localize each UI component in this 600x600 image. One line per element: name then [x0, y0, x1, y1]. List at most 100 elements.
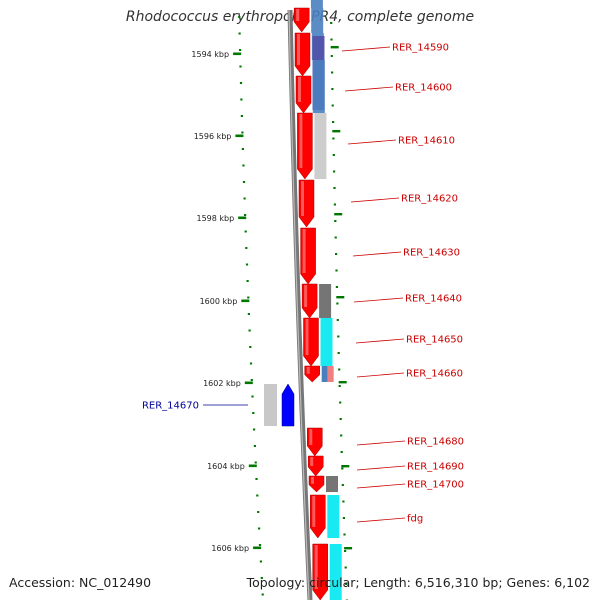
scale-minor-tick: [249, 362, 253, 365]
scale-minor-tick: [255, 478, 258, 480]
cog-category-block: [321, 366, 328, 382]
gene-label[interactable]: RER_14670: [142, 401, 199, 412]
gene-label[interactable]: RER_14630: [403, 248, 460, 259]
gene-label[interactable]: RER_14690: [407, 462, 464, 473]
gene-label-leader-line: [353, 297, 404, 303]
scale-major-tick: [235, 134, 244, 138]
gene-label[interactable]: RER_14680: [407, 437, 464, 448]
gene-label-leader-line: [356, 517, 406, 523]
scale-minor-tick: [238, 16, 241, 18]
scale-minor-tick: [336, 319, 339, 321]
scale-minor-tick: [334, 220, 337, 222]
scale-minor-tick: [248, 329, 251, 332]
scale-minor-tick: [259, 560, 262, 563]
scale-major-tick: [336, 296, 345, 299]
scale-tick-label: 1598 kbp: [196, 214, 234, 223]
scale-major-tick: [330, 46, 339, 49]
scale-major-tick: [241, 299, 250, 303]
cog-category-block: [327, 495, 340, 538]
gene-label-leader-line: [356, 440, 406, 446]
gene-label[interactable]: RER_14640: [405, 294, 462, 305]
forward-cds-arrow[interactable]: [310, 494, 326, 539]
forward-cds-arrow[interactable]: [304, 365, 320, 383]
forward-cds-arrow[interactable]: [301, 283, 318, 319]
forward-cds-arrow[interactable]: [303, 317, 319, 367]
scale-minor-tick: [245, 263, 249, 266]
scale-tick-label: 1596 kbp: [194, 132, 232, 141]
scale-minor-tick: [341, 467, 344, 470]
reverse-cds-arrow[interactable]: [281, 383, 295, 427]
scale-major-tick: [344, 547, 353, 550]
scale-minor-tick: [330, 38, 333, 41]
cog-category-block: [327, 366, 334, 382]
cds-highlight: [309, 429, 313, 445]
forward-cds-arrow[interactable]: [312, 543, 328, 600]
scale-major-tick: [338, 381, 347, 384]
scale-minor-tick: [340, 434, 343, 437]
scale-minor-tick: [257, 511, 260, 513]
scale-minor-tick: [345, 583, 348, 585]
gene-label[interactable]: RER_14700: [407, 480, 464, 491]
gene-label[interactable]: fdg: [407, 514, 423, 525]
scale-minor-tick: [335, 253, 338, 255]
forward-cds-arrow[interactable]: [307, 455, 324, 477]
forward-cds-arrow[interactable]: [300, 227, 316, 285]
scale-minor-tick: [339, 401, 342, 404]
cog-category-block: [264, 384, 277, 426]
forward-cds-arrow[interactable]: [298, 179, 315, 228]
gene-label[interactable]: RER_14620: [401, 194, 458, 205]
scale-minor-tick: [260, 577, 263, 579]
scale-minor-tick: [244, 230, 247, 233]
forward-cds-arrow[interactable]: [308, 475, 325, 493]
scale-minor-tick: [252, 412, 255, 414]
backbone-highlight: [288, 9, 310, 600]
scale-minor-tick: [332, 121, 335, 123]
forward-cds-arrow[interactable]: [297, 112, 313, 180]
scale-minor-tick: [244, 214, 247, 216]
scale-minor-tick: [337, 335, 340, 338]
forward-cds-arrow[interactable]: [294, 32, 311, 77]
scale-tick-label: 1604 kbp: [207, 462, 245, 471]
gene-label-leader-line: [350, 197, 400, 203]
gene-label[interactable]: RER_14650: [406, 335, 463, 346]
scale-minor-tick: [338, 385, 341, 387]
cds-highlight: [310, 457, 314, 466]
scale-minor-tick: [333, 187, 336, 189]
scale-minor-tick: [331, 71, 334, 74]
gene-label-leader-line: [344, 86, 394, 92]
scale-minor-tick: [344, 550, 347, 552]
gene-label[interactable]: RER_14610: [398, 136, 455, 147]
scale-minor-tick: [245, 247, 248, 249]
gene-label-leader-line: [356, 483, 406, 489]
forward-cds-arrow[interactable]: [307, 427, 323, 457]
scale-minor-tick: [261, 593, 264, 596]
gene-label-leader-line: [356, 372, 405, 378]
scale-minor-tick: [339, 418, 342, 420]
scale-minor-tick: [239, 49, 242, 51]
cds-highlight: [302, 229, 306, 273]
scale-minor-tick: [240, 98, 243, 101]
scale-minor-tick: [241, 131, 244, 134]
genome-backbone: [287, 9, 313, 600]
cds-highlight: [314, 545, 318, 589]
topology-summary: Topology: circular; Length: 6,516,310 bp…: [246, 575, 590, 590]
gene-label[interactable]: RER_14660: [406, 369, 463, 380]
cog-category-block: [329, 544, 342, 600]
scale-minor-tick: [331, 88, 334, 90]
scale-major-tick: [248, 464, 257, 468]
forward-cds-arrow[interactable]: [295, 75, 312, 114]
scale-minor-tick: [340, 451, 343, 453]
scale-major-tick: [244, 381, 253, 385]
forward-cds-arrow[interactable]: [293, 7, 310, 33]
cog-category-block: [314, 113, 327, 179]
scale-minor-tick: [241, 148, 244, 150]
cog-category-block: [319, 284, 332, 318]
gene-label[interactable]: RER_14590: [392, 43, 449, 54]
scale-minor-tick: [337, 352, 340, 354]
scale-minor-tick: [332, 137, 335, 140]
gene-label[interactable]: RER_14600: [395, 83, 452, 94]
cds-highlight: [301, 181, 304, 216]
cog-category-block: [320, 318, 333, 366]
